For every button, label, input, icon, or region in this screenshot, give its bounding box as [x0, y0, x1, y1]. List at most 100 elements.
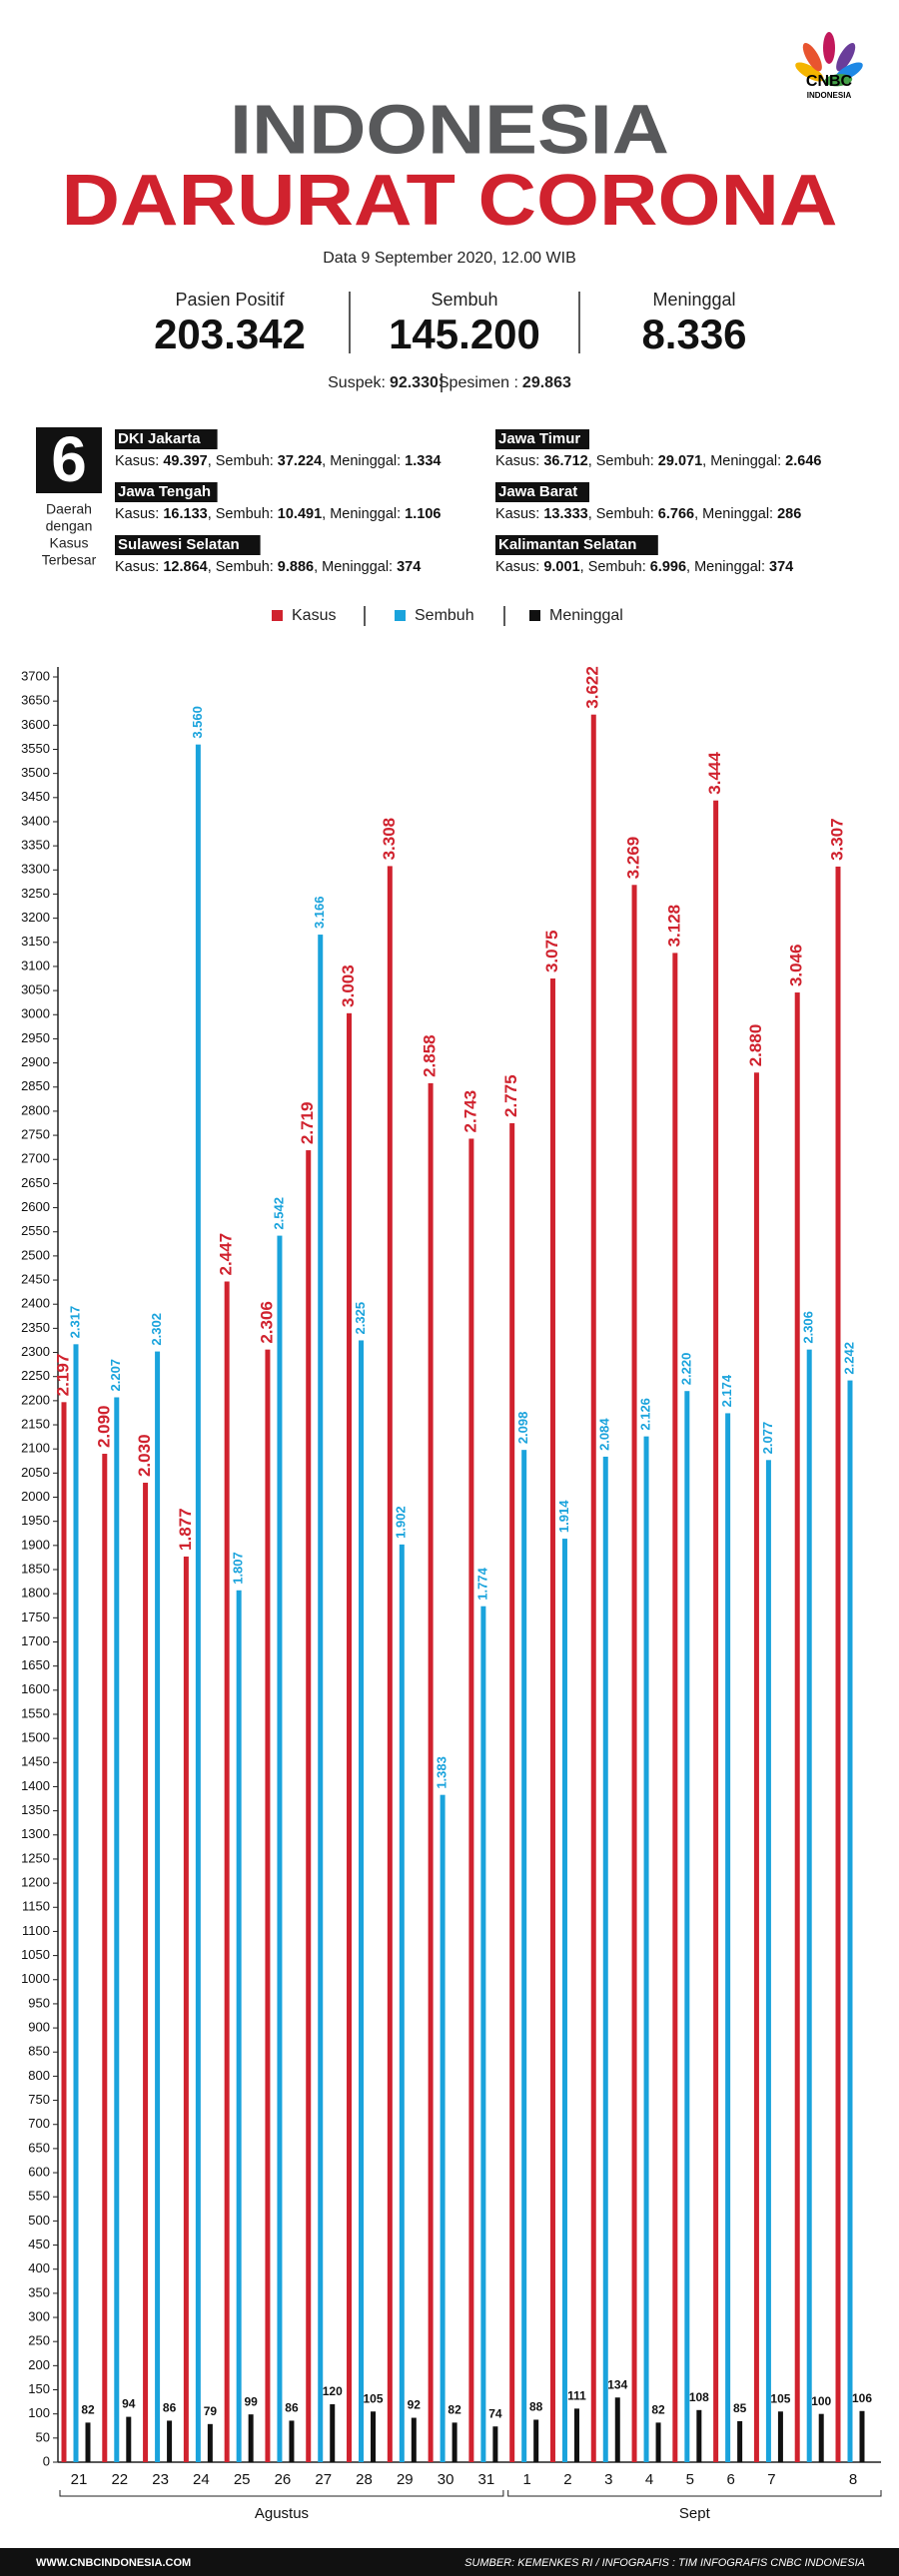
value-label: 100	[811, 2394, 831, 2408]
region-label: , Meninggal:	[686, 559, 765, 575]
y-tick-label: 50	[36, 2429, 50, 2444]
x-tick-label: 25	[234, 2471, 251, 2488]
region-label: Kasus:	[115, 453, 159, 469]
value-label: 1.902	[394, 1506, 409, 1539]
y-tick-label: 2450	[21, 1271, 50, 1286]
value-label: 106	[852, 2391, 872, 2405]
x-tick-label: 24	[193, 2471, 210, 2488]
region-detail: Kasus: 9.001, Sembuh: 6.996, Meninggal: 374	[495, 559, 793, 575]
bar	[248, 2414, 254, 2462]
value-label: 108	[689, 2390, 709, 2404]
region-name: Kalimantan Selatan	[498, 536, 636, 553]
x-tick-label: 30	[438, 2471, 454, 2488]
bar	[371, 2411, 377, 2462]
value-label: 2.775	[501, 1074, 520, 1117]
region-detail: Kasus: 16.133, Sembuh: 10.491, Meninggal: 1…	[115, 506, 441, 522]
region-label: , Meninggal:	[322, 453, 401, 469]
bar	[207, 2423, 213, 2462]
bar	[277, 1235, 283, 2462]
value-label: 3.166	[312, 897, 327, 930]
x-tick-label: 3	[604, 2471, 612, 2488]
region-label: , Sembuh:	[588, 506, 654, 522]
month-bracket	[59, 2490, 504, 2497]
bar	[696, 2409, 702, 2462]
y-tick-label: 3650	[21, 693, 50, 708]
value-label: 82	[81, 2403, 95, 2417]
value-label: 2.207	[108, 1359, 123, 1392]
y-tick-label: 1300	[21, 1826, 50, 1841]
region-name: Jawa Timur	[498, 430, 580, 447]
y-tick-label: 2700	[21, 1151, 50, 1166]
region-detail: Kasus: 12.864, Sembuh: 9.886, Meninggal: 37…	[115, 559, 421, 575]
bar	[533, 2419, 539, 2462]
bar	[183, 1556, 189, 2462]
y-tick-label: 2300	[21, 1344, 50, 1359]
y-tick-label: 2850	[21, 1078, 50, 1093]
bar	[631, 885, 637, 2462]
value-label: 134	[607, 2377, 627, 2391]
month-label: Sept	[679, 2505, 711, 2522]
y-tick-label: 3150	[21, 934, 50, 949]
y-tick-label: 1200	[21, 1875, 50, 1890]
legend-label: Sembuh	[415, 607, 474, 624]
value-label: 2.098	[515, 1412, 530, 1445]
legend-swatch	[272, 610, 283, 621]
value-label: 99	[244, 2394, 258, 2408]
value-label: 1.383	[435, 1756, 450, 1789]
y-tick-label: 1500	[21, 1730, 50, 1745]
value-label: 3.128	[664, 905, 683, 948]
region-tag	[115, 535, 261, 555]
region-label: , Meninggal:	[314, 559, 393, 575]
value-label: 2.317	[67, 1306, 82, 1339]
value-label: 2.242	[841, 1342, 856, 1375]
value-label: 2.880	[746, 1024, 765, 1067]
bar	[102, 1454, 108, 2462]
value-label: 2.447	[217, 1233, 236, 1276]
x-tick-label: 28	[356, 2471, 373, 2488]
bar	[359, 1340, 365, 2462]
legend-label: Meninggal	[549, 607, 623, 624]
six-caption: Kasus	[50, 535, 89, 551]
y-tick-label: 2750	[21, 1127, 50, 1142]
six: 6	[51, 423, 87, 495]
y-tick-label: 1950	[21, 1513, 50, 1528]
logo-text: CNBC	[806, 73, 853, 90]
y-tick-label: 1650	[21, 1657, 50, 1672]
region-value: 374	[397, 559, 421, 575]
y-tick-label: 0	[43, 2453, 50, 2468]
value-label: 1.774	[474, 1567, 489, 1600]
bar	[753, 1072, 759, 2462]
region-value: 374	[769, 559, 793, 575]
y-tick-label: 2600	[21, 1199, 50, 1214]
region-label: Kasus:	[495, 506, 539, 522]
bar	[725, 1413, 731, 2462]
region-tag	[495, 482, 589, 502]
y-tick-label: 700	[28, 2116, 50, 2131]
region-detail: Kasus: 49.397, Sembuh: 37.224, Meninggal: 1…	[115, 453, 441, 469]
bar	[590, 714, 596, 2462]
y-tick-label: 2550	[21, 1223, 50, 1238]
value-label: 2.306	[257, 1301, 276, 1344]
value-label: 88	[529, 2400, 543, 2414]
region-value: 286	[777, 506, 801, 522]
value-label: 2.090	[94, 1405, 113, 1448]
y-tick-label: 450	[28, 2237, 50, 2252]
bar	[713, 800, 719, 2463]
region-name: DKI Jakarta	[118, 430, 201, 447]
y-tick-label: 1600	[21, 1681, 50, 1696]
stat-label: Pasien Positif	[175, 290, 285, 310]
y-tick-label: 1150	[22, 1899, 50, 1914]
region-label: Kasus:	[495, 559, 539, 575]
y-tick-label: 750	[28, 2092, 50, 2107]
y-tick-label: 3100	[21, 958, 50, 972]
y-tick-label: 3250	[21, 886, 50, 901]
value-label: 2.197	[53, 1354, 72, 1397]
y-tick-label: 250	[28, 2333, 50, 2348]
bar	[480, 1606, 486, 2462]
x-tick-label: 31	[478, 2471, 495, 2488]
region-label: , Sembuh:	[208, 559, 274, 575]
region-value: 6.766	[658, 506, 694, 522]
bar	[85, 2422, 91, 2462]
x-tick-label: 23	[152, 2471, 169, 2488]
bar	[859, 2410, 865, 2462]
